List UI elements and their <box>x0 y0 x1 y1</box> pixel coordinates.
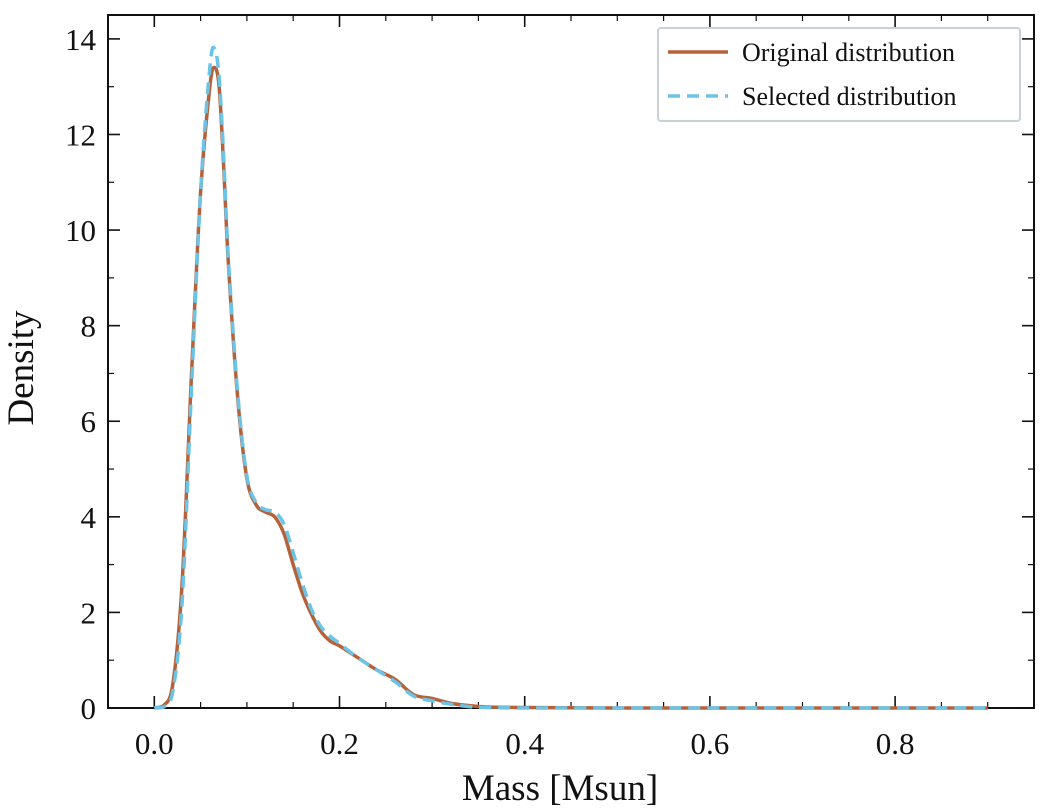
x-tick-label: 0.4 <box>505 726 544 761</box>
legend: Original distribution Selected distribut… <box>657 27 1021 122</box>
x-tick-label: 0.0 <box>135 726 174 761</box>
x-tick-label: 0.2 <box>320 726 359 761</box>
series-original-line <box>153 65 988 710</box>
y-tick-label: 4 <box>81 500 97 535</box>
legend-selected-label: Selected distribution <box>742 82 956 111</box>
x-tick-label: 0.8 <box>876 726 915 761</box>
y-tick-label: 8 <box>81 309 97 344</box>
y-tick-label: 0 <box>81 691 97 726</box>
x-axis-label: Mass [Msun] <box>462 768 658 809</box>
ticks-layer: 0.0 0.2 0.4 0.6 0.8 0 2 4 6 8 10 12 14 <box>65 15 1034 761</box>
y-tick-label: 10 <box>65 213 96 248</box>
x-tick-label: 0.6 <box>691 726 730 761</box>
y-tick-label: 14 <box>65 22 97 57</box>
series-selected-line <box>154 45 988 710</box>
legend-original-label: Original distribution <box>742 38 955 67</box>
y-axis-label: Density <box>1 310 42 426</box>
lines-layer <box>153 45 988 710</box>
y-tick-label: 2 <box>81 595 97 630</box>
y-tick-label: 6 <box>81 404 97 439</box>
y-tick-label: 12 <box>65 117 96 152</box>
legend-box <box>657 27 1021 122</box>
